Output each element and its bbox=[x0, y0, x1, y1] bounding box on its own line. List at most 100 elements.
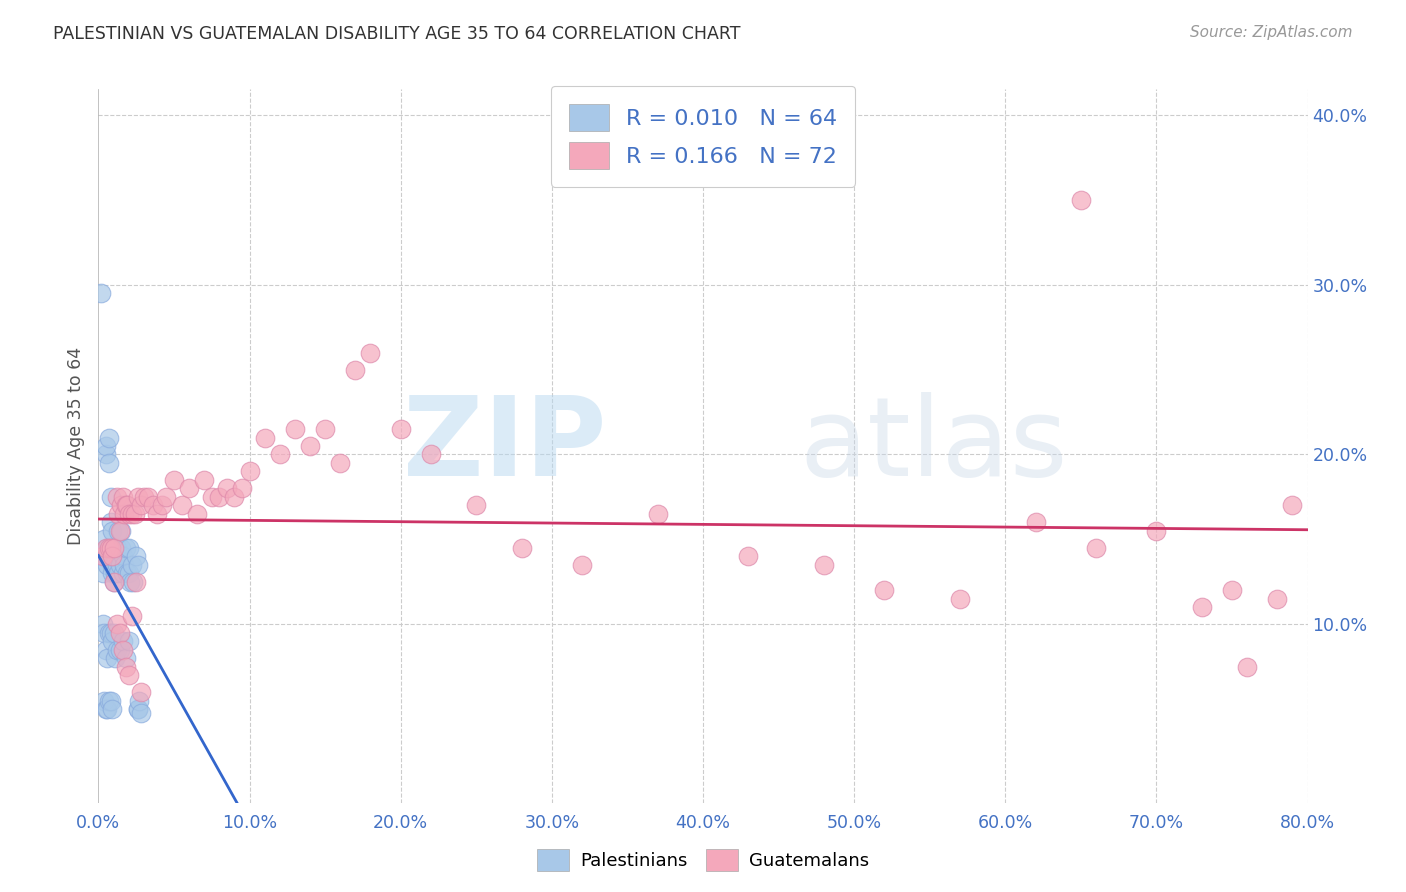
Point bbox=[103, 574, 125, 589]
Point bbox=[91, 549, 114, 564]
Point bbox=[101, 558, 124, 572]
Point bbox=[93, 694, 115, 708]
Point bbox=[170, 499, 193, 513]
Point bbox=[108, 524, 131, 538]
Point bbox=[114, 651, 136, 665]
Point bbox=[129, 499, 152, 513]
Point bbox=[1191, 600, 1213, 615]
Point bbox=[100, 516, 122, 530]
Point bbox=[100, 626, 122, 640]
Point bbox=[112, 507, 135, 521]
Point bbox=[118, 634, 141, 648]
Point bbox=[104, 549, 127, 564]
Point bbox=[91, 566, 114, 581]
Y-axis label: Disability Age 35 to 64: Disability Age 35 to 64 bbox=[66, 347, 84, 545]
Point bbox=[98, 456, 121, 470]
Point bbox=[510, 541, 533, 555]
Point bbox=[103, 541, 125, 555]
Point bbox=[329, 456, 352, 470]
Point bbox=[103, 574, 125, 589]
Point bbox=[111, 490, 134, 504]
Point bbox=[96, 651, 118, 665]
Point bbox=[299, 439, 322, 453]
Point bbox=[186, 507, 208, 521]
Point bbox=[90, 286, 112, 301]
Point bbox=[737, 549, 759, 564]
Point bbox=[114, 660, 136, 674]
Point bbox=[201, 490, 224, 504]
Point bbox=[142, 499, 165, 513]
Point bbox=[389, 422, 412, 436]
Point bbox=[110, 541, 132, 555]
Point bbox=[1085, 541, 1108, 555]
Point bbox=[239, 465, 262, 479]
Text: ZIP: ZIP bbox=[404, 392, 606, 500]
Point bbox=[813, 558, 835, 572]
Point bbox=[420, 448, 443, 462]
Point bbox=[118, 566, 141, 581]
Point bbox=[91, 617, 114, 632]
Point bbox=[105, 617, 128, 632]
Point bbox=[146, 507, 169, 521]
Point bbox=[104, 651, 127, 665]
Point bbox=[125, 574, 148, 589]
Point bbox=[120, 574, 142, 589]
Point bbox=[98, 541, 121, 555]
Point bbox=[105, 490, 128, 504]
Point bbox=[100, 694, 122, 708]
Point bbox=[93, 626, 115, 640]
Point bbox=[96, 558, 118, 572]
Point bbox=[284, 422, 307, 436]
Point bbox=[128, 694, 150, 708]
Point bbox=[193, 473, 215, 487]
Point bbox=[98, 626, 121, 640]
Legend: Palestinians, Guatemalans: Palestinians, Guatemalans bbox=[530, 842, 876, 879]
Point bbox=[115, 499, 138, 513]
Point bbox=[208, 490, 231, 504]
Point bbox=[110, 499, 132, 513]
Point bbox=[94, 439, 117, 453]
Point bbox=[231, 482, 253, 496]
Point bbox=[101, 524, 124, 538]
Point bbox=[111, 549, 134, 564]
Point bbox=[155, 490, 177, 504]
Point bbox=[101, 634, 124, 648]
Point bbox=[101, 566, 124, 581]
Point bbox=[129, 706, 152, 720]
Point bbox=[163, 473, 186, 487]
Point bbox=[108, 558, 131, 572]
Point bbox=[96, 541, 118, 555]
Point bbox=[571, 558, 593, 572]
Point bbox=[96, 702, 118, 716]
Point bbox=[114, 541, 136, 555]
Point bbox=[100, 541, 122, 555]
Point bbox=[949, 591, 972, 606]
Point bbox=[136, 490, 159, 504]
Point bbox=[108, 643, 131, 657]
Point bbox=[93, 533, 115, 547]
Point bbox=[94, 702, 117, 716]
Point bbox=[314, 422, 336, 436]
Point bbox=[269, 448, 291, 462]
Point bbox=[100, 490, 122, 504]
Point bbox=[98, 694, 121, 708]
Point bbox=[103, 541, 125, 555]
Point bbox=[121, 608, 143, 623]
Point bbox=[115, 566, 138, 581]
Point bbox=[100, 541, 122, 555]
Point bbox=[104, 566, 127, 581]
Text: PALESTINIAN VS GUATEMALAN DISABILITY AGE 35 TO 64 CORRELATION CHART: PALESTINIAN VS GUATEMALAN DISABILITY AGE… bbox=[53, 25, 741, 43]
Point bbox=[124, 507, 146, 521]
Point bbox=[125, 549, 148, 564]
Point bbox=[94, 541, 117, 555]
Point bbox=[1236, 660, 1258, 674]
Point bbox=[94, 448, 117, 462]
Point bbox=[118, 507, 141, 521]
Point bbox=[344, 362, 367, 376]
Point bbox=[121, 558, 143, 572]
Point bbox=[111, 643, 134, 657]
Point bbox=[98, 430, 121, 444]
Point bbox=[121, 507, 143, 521]
Point bbox=[94, 643, 117, 657]
Point bbox=[101, 702, 124, 716]
